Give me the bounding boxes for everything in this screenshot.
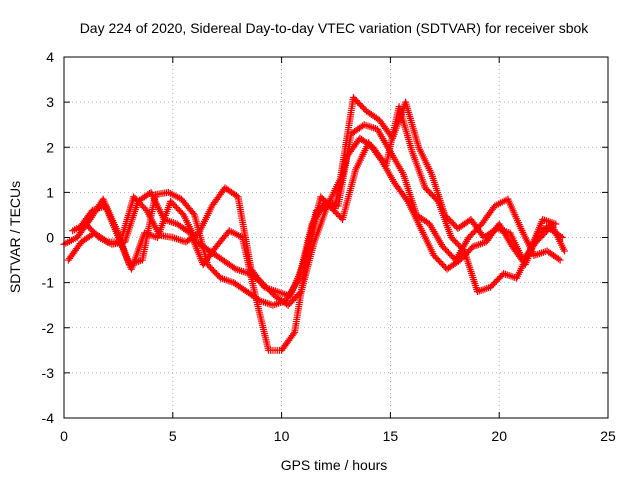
y-tick-label: 4 bbox=[46, 49, 54, 65]
y-tick-label: 0 bbox=[46, 230, 54, 246]
x-tick-label: 15 bbox=[383, 428, 399, 444]
y-tick-label: 1 bbox=[46, 184, 54, 200]
trace-marker bbox=[296, 289, 304, 297]
y-tick-label: 2 bbox=[46, 139, 54, 155]
series-track-4 bbox=[75, 94, 566, 309]
trace-marker bbox=[403, 196, 411, 204]
x-tick-label: 10 bbox=[274, 428, 290, 444]
y-tick-label: -2 bbox=[42, 320, 55, 336]
y-axis-label: SDTVAR / TECUs bbox=[7, 181, 23, 293]
trace-marker bbox=[189, 209, 197, 217]
data-point bbox=[560, 247, 568, 255]
data-point bbox=[552, 220, 560, 228]
x-tick-label: 0 bbox=[60, 428, 68, 444]
data-point bbox=[558, 234, 566, 241]
trace-marker bbox=[557, 232, 565, 240]
trace-marker bbox=[459, 246, 467, 254]
data-points bbox=[60, 94, 568, 354]
x-tick-label: 20 bbox=[491, 428, 507, 444]
x-axis-label: GPS time / hours bbox=[281, 457, 388, 473]
trace-marker bbox=[289, 330, 297, 338]
axis-ticks: 0 5 10 15 20 25 -4 -3 -2 -1 0 1 2 3 4 bbox=[42, 49, 616, 444]
trace-marker bbox=[554, 255, 562, 263]
x-tick-label: 25 bbox=[600, 428, 616, 444]
data-point bbox=[556, 256, 564, 264]
y-tick-label: 3 bbox=[46, 94, 54, 110]
chart-title: Day 224 of 2020, Sidereal Day-to-day VTE… bbox=[80, 20, 590, 36]
y-tick-label: -3 bbox=[42, 365, 55, 381]
y-tick-label: -1 bbox=[42, 275, 55, 291]
series-track-3 bbox=[69, 103, 560, 354]
x-tick-label: 5 bbox=[169, 428, 177, 444]
y-tick-label: -4 bbox=[42, 410, 55, 426]
